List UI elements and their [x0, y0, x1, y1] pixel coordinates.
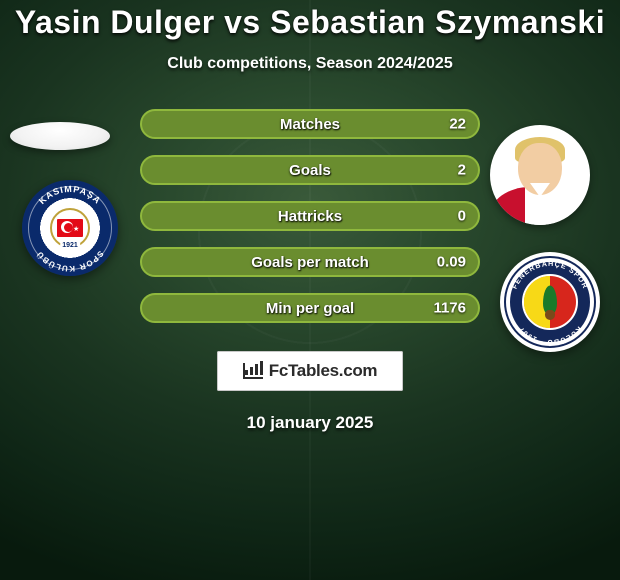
stat-row: Matches 22 [140, 109, 480, 139]
club-badge-left: KASIMPAŞA SPOR KULÜBÜ ★ 1921 [22, 180, 118, 276]
stat-label: Goals [289, 162, 331, 179]
stat-row: Min per goal 1176 [140, 293, 480, 323]
player-photo-right [490, 125, 590, 225]
brand-box: FcTables.com [217, 351, 404, 391]
player-photo-left [10, 122, 110, 150]
club-left-year: 1921 [60, 242, 80, 249]
club-left-arc-top: KASIMPAŞA [37, 184, 103, 206]
bar-chart-icon [243, 363, 263, 379]
stat-row: Hattricks 0 [140, 201, 480, 231]
club-left-arc-bottom: SPOR KULÜBÜ [35, 249, 105, 273]
svg-text:KASIMPAŞA: KASIMPAŞA [37, 184, 103, 206]
stat-row: Goals per match 0.09 [140, 247, 480, 277]
stat-value-right: 0 [458, 208, 466, 225]
date: 10 january 2025 [0, 413, 620, 433]
stat-value-right: 22 [449, 116, 466, 133]
svg-text:KULÜBÜ · 1907: KULÜBÜ · 1907 [516, 325, 584, 347]
subtitle: Club competitions, Season 2024/2025 [0, 55, 620, 73]
svg-text:SPOR KULÜBÜ: SPOR KULÜBÜ [35, 249, 105, 273]
stat-value-right: 0.09 [437, 254, 466, 271]
stat-value-right: 2 [458, 162, 466, 179]
brand-text: FcTables.com [269, 361, 378, 381]
club-badge-right: FENERBAHÇE SPOR KULÜBÜ · 1907 [500, 252, 600, 352]
stat-label: Min per goal [266, 300, 354, 317]
stat-label: Hattricks [278, 208, 342, 225]
stat-label: Goals per match [251, 254, 369, 271]
club-right-arc-bottom: KULÜBÜ · 1907 [516, 325, 584, 347]
comparison-title: Yasin Dulger vs Sebastian Szymanski [0, 4, 620, 41]
stat-row: Goals 2 [140, 155, 480, 185]
stat-label: Matches [280, 116, 340, 133]
stats-table: Matches 22 Goals 2 Hattricks 0 Goals per match… [140, 109, 480, 323]
stat-value-right: 1176 [433, 300, 466, 317]
